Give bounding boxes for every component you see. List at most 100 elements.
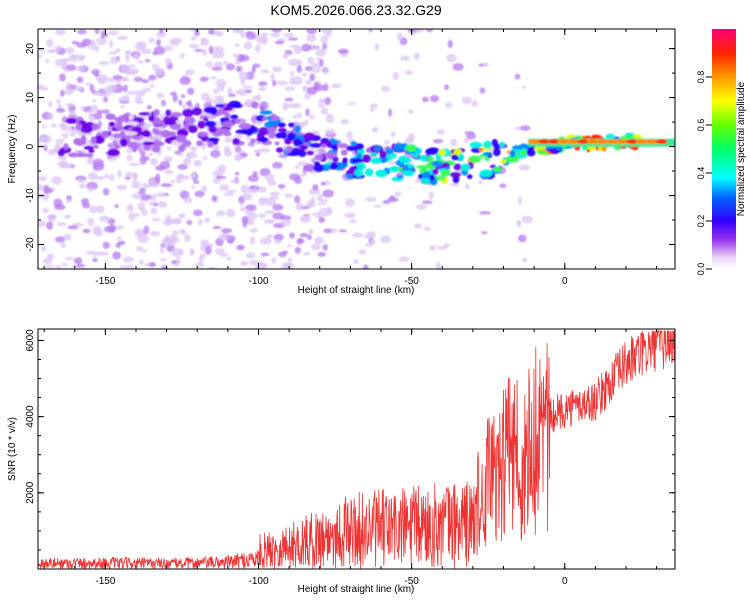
noise-blob bbox=[200, 245, 206, 252]
signal-blob bbox=[259, 136, 268, 143]
noise-blob bbox=[206, 98, 214, 103]
noise-blob bbox=[60, 242, 66, 249]
noise-blob bbox=[177, 173, 185, 180]
noise-blob bbox=[282, 52, 289, 59]
y-tick-label: -20 bbox=[25, 237, 36, 252]
signal-blob bbox=[215, 104, 225, 108]
noise-blob bbox=[179, 52, 185, 59]
noise-blob bbox=[396, 32, 403, 41]
noise-blob bbox=[259, 237, 272, 245]
y-tick-label: 6000 bbox=[25, 329, 36, 352]
signal-blob bbox=[281, 131, 287, 140]
signal-blob bbox=[332, 156, 339, 163]
tone-peak bbox=[596, 139, 609, 145]
noise-blob bbox=[126, 154, 133, 162]
noise-blob bbox=[38, 176, 47, 181]
signal-blob bbox=[451, 154, 459, 161]
noise-blob bbox=[47, 112, 54, 120]
noise-blob bbox=[234, 43, 240, 48]
noise-blob bbox=[317, 202, 327, 206]
noise-blob bbox=[264, 173, 275, 181]
signal-blob bbox=[314, 154, 324, 161]
noise-blob bbox=[429, 244, 437, 251]
signal-blob bbox=[469, 141, 483, 149]
signal-blob bbox=[419, 154, 429, 162]
y-tick-label: 4000 bbox=[25, 405, 36, 428]
signal-blob bbox=[362, 154, 372, 163]
noise-blob bbox=[98, 61, 111, 66]
noise-blob bbox=[521, 215, 533, 224]
signal-blob bbox=[221, 120, 235, 128]
noise-blob bbox=[118, 97, 124, 102]
noise-blob bbox=[75, 65, 86, 72]
noise-blob bbox=[380, 235, 391, 244]
signal-blob bbox=[288, 122, 295, 128]
noise-blob bbox=[69, 132, 76, 137]
noise-blob bbox=[210, 75, 217, 80]
noise-blob bbox=[428, 191, 434, 200]
signal-blob bbox=[337, 143, 349, 149]
snr-frame bbox=[37, 328, 676, 570]
noise-blob bbox=[216, 210, 226, 217]
noise-blob bbox=[108, 39, 114, 49]
noise-blob bbox=[308, 188, 321, 196]
noise-blob bbox=[351, 232, 364, 238]
noise-blob bbox=[260, 69, 269, 73]
noise-blob bbox=[517, 196, 523, 205]
noise-blob bbox=[152, 134, 163, 142]
signal-blob bbox=[161, 130, 171, 138]
noise-blob bbox=[92, 99, 97, 103]
signal-blob bbox=[63, 143, 69, 150]
tone-peak bbox=[557, 139, 570, 145]
signal-blob bbox=[303, 132, 316, 141]
noise-blob bbox=[516, 220, 521, 228]
spectrogram-x-ticks: -150 -100 -50 0 bbox=[43, 29, 658, 287]
y-tick-label: -10 bbox=[25, 188, 36, 203]
noise-blob bbox=[478, 211, 491, 215]
noise-blob bbox=[311, 243, 321, 250]
noise-blob bbox=[309, 73, 316, 82]
noise-blob bbox=[365, 196, 378, 202]
noise-blob bbox=[257, 86, 267, 92]
noise-blob bbox=[294, 165, 300, 170]
noise-blob bbox=[170, 179, 176, 184]
noise-blob bbox=[408, 132, 415, 142]
signal-blob bbox=[184, 116, 191, 123]
signal-blob bbox=[77, 152, 88, 158]
noise-blob bbox=[307, 199, 316, 208]
noise-blob bbox=[133, 76, 143, 82]
noise-blob bbox=[207, 29, 215, 35]
noise-blob bbox=[303, 251, 311, 256]
noise-blob bbox=[270, 32, 281, 38]
noise-blob bbox=[267, 179, 277, 187]
noise-blob bbox=[161, 265, 168, 269]
noise-blob bbox=[371, 126, 379, 133]
noise-blob bbox=[71, 40, 79, 45]
noise-blob bbox=[318, 217, 326, 223]
noise-blob bbox=[302, 119, 309, 126]
noise-blob bbox=[287, 244, 293, 248]
noise-blob bbox=[170, 37, 183, 45]
noise-blob bbox=[73, 257, 83, 265]
noise-blob bbox=[170, 218, 183, 225]
noise-blob bbox=[108, 50, 118, 55]
noise-blob bbox=[204, 217, 211, 223]
signal-blob bbox=[298, 149, 307, 158]
noise-blob bbox=[133, 213, 141, 217]
noise-blob bbox=[301, 72, 308, 78]
signal-blob bbox=[152, 130, 162, 135]
noise-blob bbox=[177, 164, 188, 170]
noise-blob bbox=[94, 229, 104, 237]
noise-blob bbox=[464, 131, 475, 135]
signal-blob bbox=[203, 117, 209, 122]
signal-blob bbox=[74, 139, 86, 146]
noise-blob bbox=[248, 259, 259, 266]
noise-blob bbox=[148, 74, 157, 81]
noise-blob bbox=[47, 213, 57, 223]
noise-blob bbox=[88, 186, 94, 193]
noise-blob bbox=[387, 108, 393, 117]
noise-blob bbox=[299, 233, 309, 238]
signal-blob bbox=[536, 150, 547, 155]
noise-blob bbox=[217, 164, 227, 173]
noise-blob bbox=[314, 236, 325, 245]
